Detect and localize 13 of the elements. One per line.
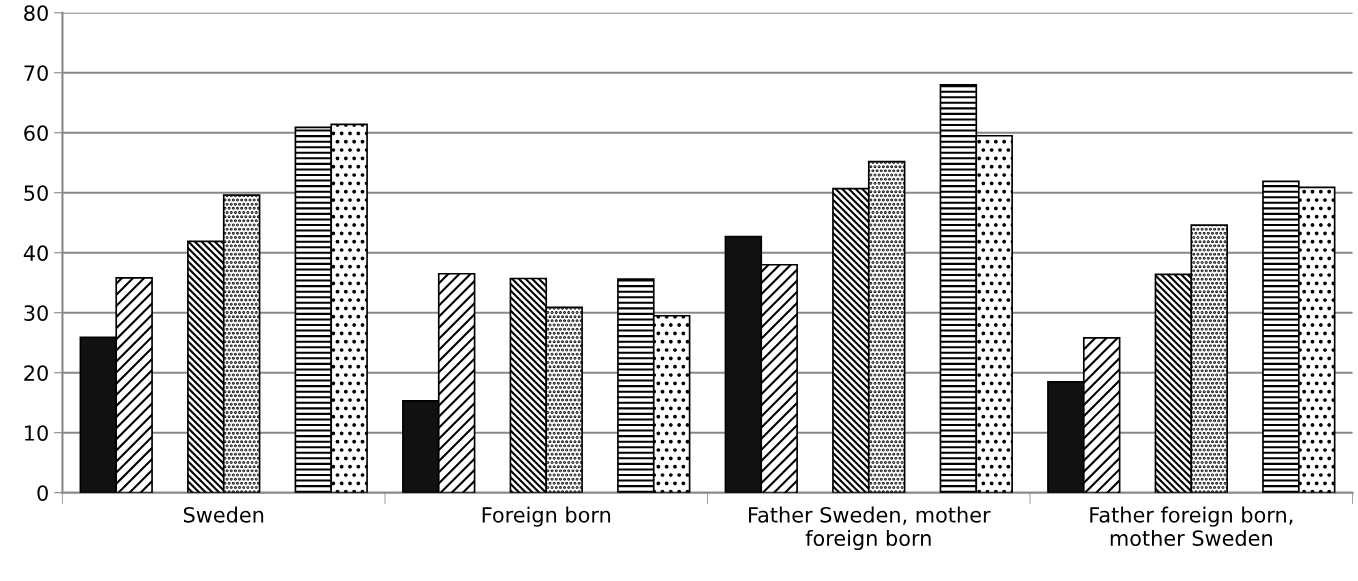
x-tick-label: Sweden — [183, 506, 264, 523]
y-tick-label: 0 — [37, 485, 48, 501]
x-tick-label: Father Sweden, mother foreign born — [749, 506, 991, 551]
x-tick-label: Father foreign born, mother Sweden — [1090, 506, 1293, 547]
y-tick-label: 40 — [23, 245, 48, 261]
y-tick-label: 10 — [25, 425, 48, 441]
y-tick-label: 80 — [24, 5, 48, 21]
x-tick-label: Foreign born — [482, 506, 611, 527]
y-tick-label: 20 — [24, 365, 48, 381]
y-tick-label: 70 — [24, 65, 48, 81]
y-tick-label: 50 — [24, 185, 48, 201]
y-tick-label: 60 — [24, 125, 48, 141]
y-tick-label: 30 — [24, 305, 48, 321]
